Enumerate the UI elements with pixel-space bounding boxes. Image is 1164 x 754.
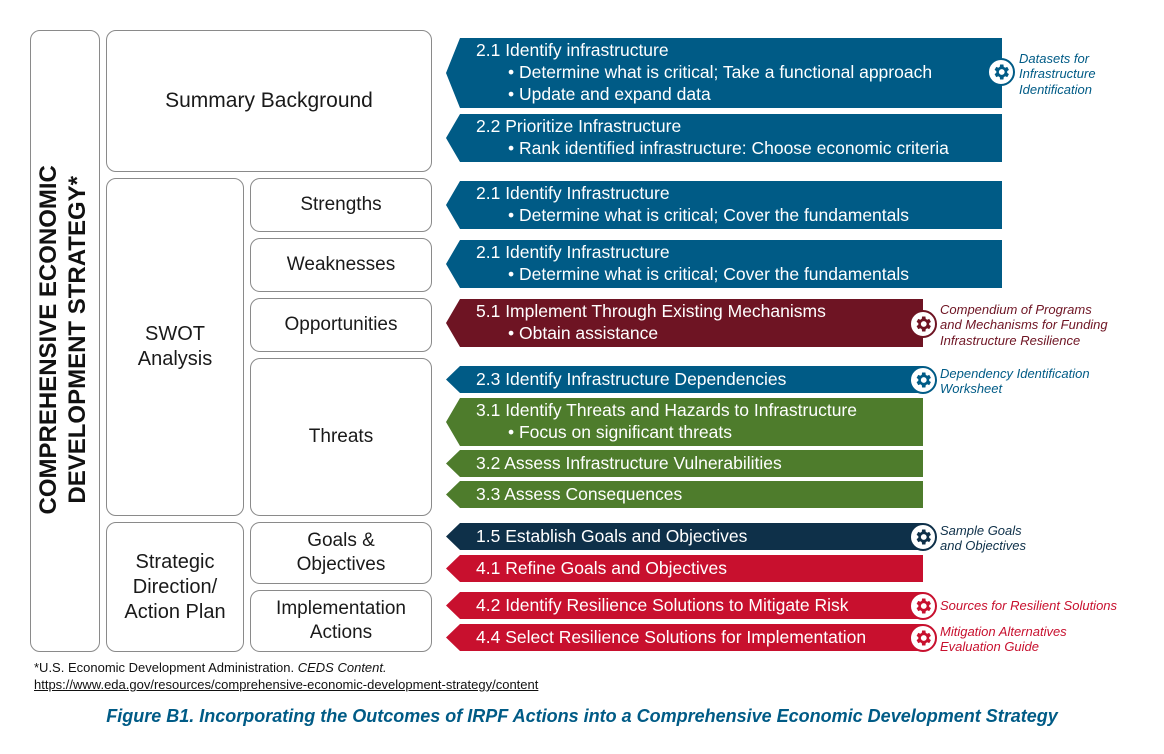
action-bar-title: 2.1 Identify infrastructure — [476, 40, 669, 61]
strengths-box: Strengths — [250, 178, 432, 232]
resource-line: Compendium of Programs — [940, 302, 1092, 317]
resource-line: Sources for Resilient Solutions — [940, 598, 1118, 613]
action-bar-title: 3.2 Assess Infrastructure Vulnerabilitie… — [476, 452, 782, 473]
resource-line: and Mechanisms for Funding — [940, 317, 1108, 333]
resource-line: Identification — [1019, 81, 1092, 97]
action-bar-2-1-strengths: 2.1 Identify Infrastructure • Determine … — [446, 181, 1002, 229]
footnote-source-title: CEDS Content. — [297, 660, 387, 675]
action-bar-title: 4.2 Identify Resilience Solutions to Mit… — [476, 594, 849, 615]
resource-line: Dependency Identification — [940, 366, 1090, 381]
action-bar-bullet: • Determine what is critical; Take a fun… — [508, 62, 933, 83]
action-bar-title: 5.1 Implement Through Existing Mechanism… — [476, 301, 826, 322]
gear-icon — [909, 523, 937, 551]
gear-icon — [909, 310, 937, 338]
swot-label-line2: Analysis — [137, 348, 213, 370]
action-bar-bullet: • Determine what is critical; Cover the … — [508, 264, 910, 284]
swot-analysis-box: SWOT Analysis — [106, 178, 244, 516]
weaknesses-box: Weaknesses — [250, 238, 432, 292]
goals-label-line1: Goals & — [307, 530, 375, 552]
resource-line: Worksheet — [940, 381, 1003, 397]
ceds-vertical-label: COMPREHENSIVE ECONOMIC DEVELOPMENT STRAT… — [30, 30, 98, 650]
action-bar-bullet: • Obtain assistance — [508, 323, 659, 343]
opportunities-label: Opportunities — [284, 314, 398, 336]
action-bar-3-2-vulnerabilities: 3.2 Assess Infrastructure Vulnerabilitie… — [446, 450, 923, 477]
action-bar-title: 3.3 Assess Consequences — [476, 483, 683, 504]
gear-icon-glyph — [916, 316, 931, 332]
action-bar-2-2-prioritize-infrastructure: 2.2 Prioritize Infrastructure • Rank ide… — [446, 114, 1002, 162]
resource-datasets: Datasets for Infrastructure Identificati… — [1019, 51, 1096, 97]
figure-caption: Figure B1. Incorporating the Outcomes of… — [106, 706, 1058, 726]
action-bar-3-1-threats-hazards: 3.1 Identify Threats and Hazards to Infr… — [446, 398, 923, 446]
gear-icon — [987, 58, 1015, 86]
footnote: *U.S. Economic Development Administratio… — [34, 660, 538, 694]
resource-line: Datasets for — [1019, 51, 1090, 66]
footnote-source: *U.S. Economic Development Administratio… — [34, 660, 298, 675]
goals-objectives-box: Goals & Objectives — [250, 522, 432, 584]
gear-icon — [909, 592, 937, 620]
action-bar-2-3-dependencies: 2.3 Identify Infrastructure Dependencies — [446, 366, 923, 393]
action-bar-2-1-weaknesses: 2.1 Identify Infrastructure • Determine … — [446, 240, 1002, 288]
action-bar-3-3-consequences: 3.3 Assess Consequences — [446, 481, 923, 508]
action-bar-4-2-resilience-solutions: 4.2 Identify Resilience Solutions to Mit… — [446, 592, 923, 619]
action-bar-title: 2.3 Identify Infrastructure Dependencies — [476, 368, 787, 389]
goals-label-line2: Objectives — [296, 554, 386, 575]
summary-background-box: Summary Background — [106, 30, 432, 172]
resource-line: and Objectives — [940, 538, 1026, 554]
ceds-label-line1: COMPREHENSIVE ECONOMIC — [35, 165, 63, 515]
resource-compendium: Compendium of Programs and Mechanisms fo… — [940, 302, 1108, 348]
strategic-direction-box: Strategic Direction/ Action Plan — [106, 522, 244, 652]
resource-sources-resilient-solutions: Sources for Resilient Solutions — [940, 598, 1117, 613]
gear-icon-glyph — [916, 372, 931, 388]
gear-icon-glyph — [916, 630, 931, 646]
resource-line: Infrastructure — [1019, 66, 1096, 82]
gear-icon-glyph — [916, 529, 931, 545]
action-bar-4-4-select-solutions: 4.4 Select Resilience Solutions for Impl… — [446, 624, 923, 651]
implementation-label-line1: Implementation — [276, 598, 406, 620]
ceds-frame — [30, 30, 100, 652]
action-bar-title: 2.2 Prioritize Infrastructure — [476, 116, 682, 137]
swot-label-line1: SWOT — [144, 323, 205, 345]
resource-dependency-worksheet: Dependency Identification Worksheet — [940, 366, 1090, 397]
footnote-link[interactable]: https://www.eda.gov/resources/comprehens… — [34, 676, 539, 692]
gear-icon — [909, 624, 937, 652]
resource-line: Mitigation Alternatives — [940, 624, 1067, 639]
action-bar-title: 2.1 Identify Infrastructure — [476, 242, 670, 263]
action-bar-5-1-existing-mechanisms: 5.1 Implement Through Existing Mechanism… — [446, 299, 923, 347]
strategic-label-line3: Action Plan — [124, 600, 226, 623]
action-bar-bullet: • Focus on significant threats — [508, 422, 733, 442]
action-bar-bullet: • Rank identified infrastructure: Choose… — [508, 138, 949, 158]
strategic-label-line2: Direction/ — [132, 575, 218, 598]
resource-line: Evaluation Guide — [940, 639, 1040, 655]
gear-icon — [909, 366, 937, 394]
weaknesses-label: Weaknesses — [286, 254, 396, 276]
threats-label: Threats — [308, 426, 374, 448]
action-bar-title: 4.4 Select Resilience Solutions for Impl… — [476, 626, 867, 647]
summary-background-label: Summary Background — [165, 88, 373, 112]
action-bar-title: 1.5 Establish Goals and Objectives — [476, 525, 748, 546]
resource-sample-goals: Sample Goals and Objectives — [940, 523, 1026, 554]
action-bar-1-5-goals: 1.5 Establish Goals and Objectives — [446, 523, 923, 550]
action-bar-bullet: • Determine what is critical; Cover the … — [508, 205, 910, 225]
action-bar-title: 2.1 Identify Infrastructure — [476, 183, 670, 204]
strategic-label-line1: Strategic — [135, 550, 215, 573]
implementation-actions-box: Implementation Actions — [250, 590, 432, 652]
opportunities-box: Opportunities — [250, 298, 432, 352]
gear-icon-glyph — [994, 64, 1009, 80]
action-bar-2-1-identify-infrastructure: 2.1 Identify infrastructure • Determine … — [446, 38, 1002, 108]
resource-line: Infrastructure Resilience — [940, 332, 1081, 348]
action-bar-bullet: • Update and expand data — [508, 83, 711, 104]
ceds-label-line2: DEVELOPMENT STRATEGY* — [64, 176, 91, 504]
threats-box: Threats — [250, 358, 432, 516]
action-bar-title: 3.1 Identify Threats and Hazards to Infr… — [476, 400, 857, 421]
resource-line: Sample Goals — [940, 523, 1022, 538]
gear-icon-glyph — [916, 598, 931, 614]
action-bar-title: 4.1 Refine Goals and Objectives — [476, 557, 727, 578]
resource-mitigation-alternatives: Mitigation Alternatives Evaluation Guide — [940, 624, 1067, 655]
action-bar-4-1-refine-goals: 4.1 Refine Goals and Objectives — [446, 555, 923, 582]
implementation-label-line2: Actions — [309, 622, 373, 643]
strengths-label: Strengths — [300, 194, 382, 216]
